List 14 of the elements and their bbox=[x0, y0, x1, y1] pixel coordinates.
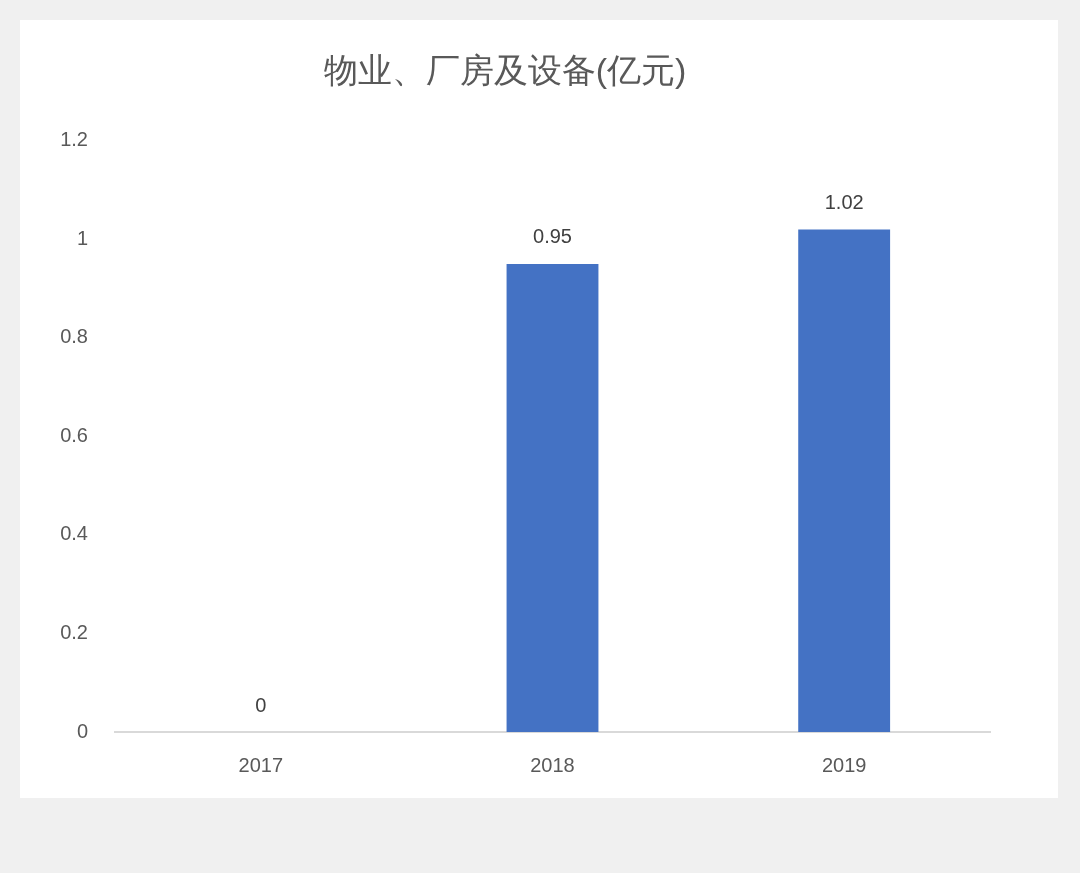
y-tick-label: 0.6 bbox=[60, 423, 88, 446]
y-tick-label: 1 bbox=[76, 226, 88, 249]
x-tick-label: 2017 bbox=[238, 753, 284, 776]
data-label: 0.95 bbox=[533, 225, 572, 248]
y-tick-label: 0.2 bbox=[60, 620, 88, 643]
y-tick-label: 1.2 bbox=[60, 128, 88, 151]
data-label: 1.02 bbox=[824, 191, 864, 213]
data-label: 0 bbox=[255, 693, 267, 716]
y-tick-label: 0 bbox=[76, 719, 88, 742]
y-tick-label: 0.4 bbox=[60, 522, 88, 545]
x-tick-label: 2018 bbox=[530, 753, 575, 776]
chart-title: 物业、厂房及设备(亿元) bbox=[323, 50, 687, 89]
x-tick-label: 2019 bbox=[821, 753, 867, 776]
y-tick-label: 0.8 bbox=[60, 325, 88, 348]
